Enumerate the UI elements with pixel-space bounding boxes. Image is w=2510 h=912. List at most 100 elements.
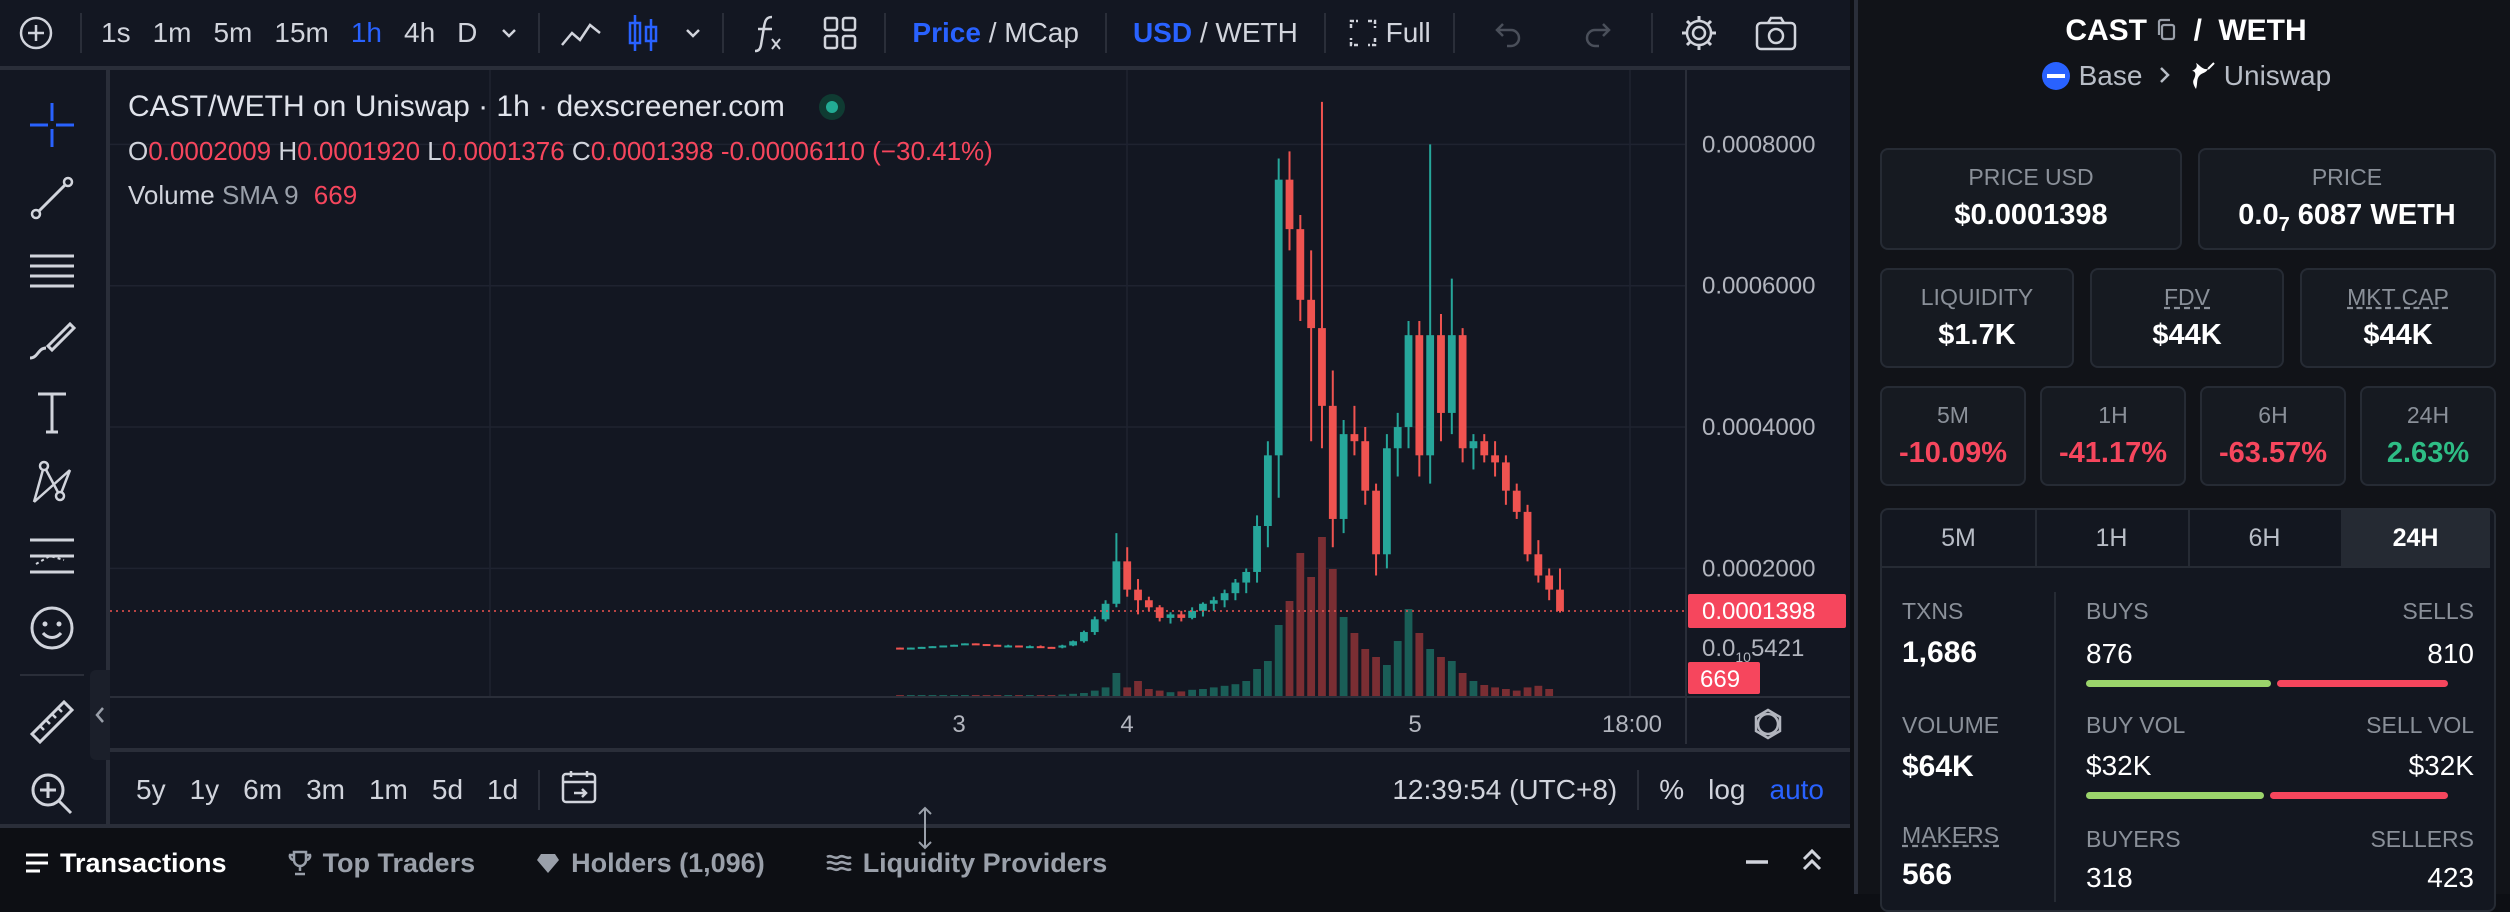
mcap-option[interactable]: / MCap bbox=[988, 17, 1079, 48]
usd-option[interactable]: USD bbox=[1132, 17, 1193, 48]
change-value: -41.17% bbox=[2058, 437, 2167, 469]
chart-plot-area[interactable]: 0.0008000 0.0006000 0.0004000 0.0002000 … bbox=[110, 70, 1850, 744]
price-option[interactable]: Price bbox=[912, 17, 981, 48]
tab-top-traders[interactable]: Top Traders bbox=[257, 848, 506, 879]
chain-name[interactable]: Base bbox=[2078, 60, 2143, 91]
text-tool[interactable] bbox=[22, 382, 82, 442]
collapse-toolbar-button[interactable] bbox=[90, 670, 110, 760]
candle-body bbox=[1328, 405, 1337, 519]
layouts-button[interactable] bbox=[804, 0, 876, 66]
tab-transactions[interactable]: Transactions bbox=[0, 848, 257, 879]
interval-5m[interactable]: 5m bbox=[213, 17, 253, 48]
pattern-tool[interactable] bbox=[22, 454, 82, 514]
price-mcap-toggle[interactable]: Price / MCap bbox=[894, 0, 1097, 66]
auto-toggle[interactable]: auto bbox=[1769, 774, 1825, 805]
resize-handle[interactable] bbox=[910, 806, 940, 850]
tab-holders[interactable]: Holders (1,096) bbox=[505, 848, 795, 879]
trophy-icon bbox=[288, 850, 311, 876]
candle-body bbox=[950, 644, 958, 647]
makers-label[interactable]: MAKERS bbox=[1902, 822, 2000, 848]
log-toggle[interactable]: log bbox=[1708, 774, 1746, 805]
market-cap-label[interactable]: MKT CAP bbox=[2347, 284, 2449, 310]
undo-button[interactable] bbox=[1463, 0, 1553, 66]
candle-body bbox=[1274, 179, 1283, 456]
clock-time[interactable]: 12:39:54 (UTC+8) bbox=[1392, 774, 1618, 805]
dex-name[interactable]: Uniswap bbox=[2223, 60, 2332, 91]
toolbar-divider bbox=[722, 13, 725, 53]
candle-body bbox=[993, 644, 1002, 647]
market-cap-card: MKT CAP $44K bbox=[2300, 268, 2496, 368]
interval-4h[interactable]: 4h bbox=[404, 17, 436, 48]
goto-date-button[interactable] bbox=[548, 769, 610, 812]
waves-icon bbox=[825, 854, 852, 872]
horizontal-lines-tool[interactable] bbox=[22, 240, 82, 300]
candle-body bbox=[1502, 462, 1510, 491]
candle-body bbox=[1112, 561, 1121, 604]
volume-badge: 669 bbox=[1688, 662, 1760, 694]
range-1y[interactable]: 1y bbox=[189, 774, 220, 805]
change-value: -0.00006110 (−30.41%) bbox=[720, 136, 993, 166]
tab-liquidity-providers[interactable]: Liquidity Providers bbox=[795, 848, 1138, 879]
range-3m[interactable]: 3m bbox=[306, 774, 345, 805]
brush-tool[interactable] bbox=[22, 310, 82, 370]
zoom-in-tool[interactable] bbox=[22, 764, 82, 824]
interval-1m[interactable]: 1m bbox=[152, 17, 192, 48]
redo-button[interactable] bbox=[1553, 0, 1643, 66]
emoji-tool[interactable] bbox=[22, 598, 82, 658]
settings-button[interactable] bbox=[1661, 0, 1737, 66]
volume-bar bbox=[1209, 687, 1218, 697]
ruler-tool[interactable] bbox=[22, 692, 82, 752]
range-5y[interactable]: 5y bbox=[136, 774, 166, 805]
period-tab-24h[interactable]: 24H bbox=[2341, 510, 2490, 566]
change-24h-card[interactable]: 24H 2.63% bbox=[2360, 386, 2496, 486]
fdv-label[interactable]: FDV bbox=[2164, 284, 2210, 310]
buys-bar bbox=[2086, 680, 2271, 687]
interval-d[interactable]: D bbox=[457, 17, 478, 48]
minimize-panel-button[interactable] bbox=[1724, 848, 1790, 879]
calendar-icon bbox=[561, 770, 597, 803]
period-tab-6h[interactable]: 6H bbox=[2188, 510, 2343, 566]
interval-dropdown[interactable] bbox=[488, 0, 530, 66]
pair-slash: / bbox=[2193, 14, 2203, 47]
add-indicator-button[interactable] bbox=[0, 0, 72, 66]
change-1h-card[interactable]: 1H -41.17% bbox=[2040, 386, 2186, 486]
currency-toggle[interactable]: USD / WETH bbox=[1115, 0, 1316, 66]
expand-panel-button[interactable] bbox=[1790, 847, 1850, 880]
makers-value: 566 bbox=[1902, 858, 1953, 891]
period-tab-5m[interactable]: 5M bbox=[1882, 510, 2037, 566]
projection-tool[interactable] bbox=[22, 526, 82, 586]
grid-icon bbox=[824, 16, 857, 50]
range-6m[interactable]: 6m bbox=[243, 774, 283, 805]
interval-15m[interactable]: 15m bbox=[274, 17, 329, 48]
change-6h-card[interactable]: 6H -63.57% bbox=[2200, 386, 2346, 486]
sell-volume-value: $32K bbox=[2408, 750, 2474, 781]
candlestick-chart[interactable]: 0.0008000 0.0006000 0.0004000 0.0002000 … bbox=[110, 70, 1850, 744]
change-5m-card[interactable]: 5M -10.09% bbox=[1880, 386, 2026, 486]
brush-icon bbox=[29, 321, 77, 360]
indicators-button[interactable] bbox=[732, 0, 804, 66]
weth-option[interactable]: / WETH bbox=[1199, 17, 1298, 48]
candle-body bbox=[1285, 179, 1294, 230]
range-1m[interactable]: 1m bbox=[368, 774, 408, 805]
trend-line-tool[interactable] bbox=[22, 168, 82, 228]
candle-body bbox=[1155, 607, 1164, 618]
copy-icon[interactable] bbox=[2155, 18, 2177, 42]
candles-button[interactable] bbox=[614, 0, 672, 66]
change-value: -63.57% bbox=[2218, 437, 2327, 469]
crosshair-tool[interactable] bbox=[22, 95, 82, 155]
candle-body bbox=[1480, 441, 1489, 456]
range-1d[interactable]: 1d bbox=[487, 774, 519, 805]
volume-bar bbox=[1112, 673, 1121, 697]
screenshot-button[interactable] bbox=[1737, 0, 1815, 66]
sells-label: SELLS bbox=[2402, 598, 2474, 624]
fullscreen-button[interactable]: Full bbox=[1334, 0, 1445, 66]
period-tab-1h[interactable]: 1H bbox=[2035, 510, 2190, 566]
chart-type-dropdown[interactable] bbox=[672, 0, 714, 66]
percent-toggle[interactable]: % bbox=[1659, 774, 1685, 805]
high-label: H bbox=[278, 136, 298, 166]
chart-settings-button[interactable] bbox=[1754, 708, 1782, 740]
line-chart-button[interactable] bbox=[548, 0, 614, 66]
interval-1h[interactable]: 1h bbox=[350, 17, 383, 48]
interval-1s[interactable]: 1s bbox=[101, 17, 131, 48]
range-5d[interactable]: 5d bbox=[431, 774, 464, 805]
